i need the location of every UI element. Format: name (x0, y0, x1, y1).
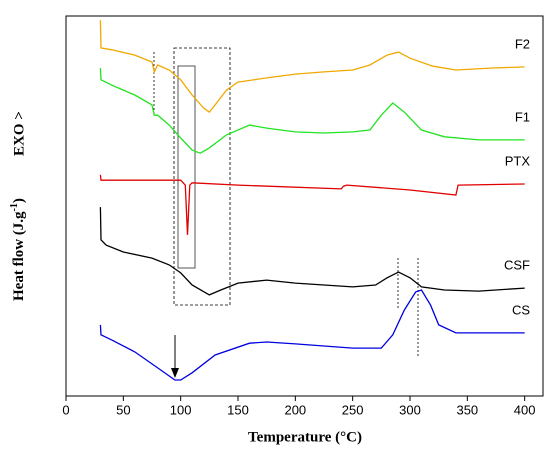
plot-frame (65, 15, 544, 397)
series-line (99, 68, 525, 154)
series-label: PTX (505, 153, 531, 168)
series-line (99, 174, 525, 235)
y-axis-label-group: Heat flow (J.g-1) EXO > (9, 111, 27, 301)
dashed-box (173, 47, 231, 306)
y-axis-label: Heat flow (J.g-1) (9, 198, 27, 301)
x-tick-label: 250 (342, 402, 364, 417)
x-axis-label: Temperature (°C) (248, 429, 362, 445)
x-tick-label: 150 (227, 402, 249, 417)
x-tick-label: 100 (170, 402, 192, 417)
series-line (99, 20, 525, 113)
y-label-sup: -1 (9, 203, 20, 211)
series-line (99, 207, 525, 296)
x-tick-label: 400 (514, 402, 536, 417)
x-tick-label: 50 (116, 402, 130, 417)
series-line (99, 289, 525, 381)
solid-box (177, 65, 196, 269)
exo-label: EXO > (11, 111, 27, 156)
series-label: CS (512, 302, 530, 317)
series-label: F1 (515, 109, 530, 124)
series-label: CSF (504, 258, 530, 273)
x-tick-label: 350 (456, 402, 478, 417)
series-label: F2 (515, 36, 530, 51)
x-tick-label: 200 (284, 402, 306, 417)
arrow-head (171, 368, 179, 378)
y-label-end: ) (11, 198, 27, 203)
x-tick-label: 0 (62, 402, 69, 417)
x-tick-label: 300 (399, 402, 421, 417)
y-label-main: Heat flow (J.g (11, 211, 27, 301)
